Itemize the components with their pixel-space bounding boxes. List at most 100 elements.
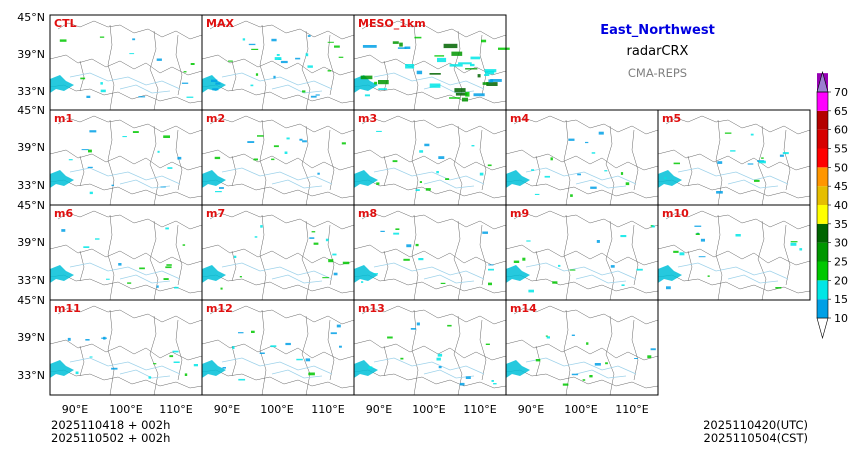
echo-cell xyxy=(148,376,152,379)
echo-cell xyxy=(307,65,313,68)
echo-cell xyxy=(160,186,166,188)
panel-label: m3 xyxy=(358,112,377,125)
panel-m10: m10 xyxy=(657,204,811,301)
echo-cell xyxy=(605,362,608,365)
echo-cell xyxy=(239,276,242,278)
echo-cell xyxy=(376,182,380,185)
echo-cell xyxy=(342,261,350,265)
echo-cell xyxy=(361,281,364,283)
echo-cell xyxy=(462,97,468,102)
echo-cell xyxy=(590,186,597,189)
echo-cell xyxy=(88,149,92,153)
echo-cell xyxy=(568,138,575,141)
y-tick-label-39-row2: 39°N xyxy=(17,141,45,154)
panel-m9: m9 xyxy=(505,204,659,301)
echo-cell xyxy=(165,227,169,230)
echo-cell xyxy=(544,175,550,178)
echo-cell xyxy=(436,171,439,174)
panel-label: m5 xyxy=(662,112,681,125)
echo-cell xyxy=(531,169,535,171)
colorbar-segment xyxy=(817,148,828,168)
colorbar-segment xyxy=(817,167,828,187)
echo-cell xyxy=(487,164,492,167)
echo-cell xyxy=(257,135,264,137)
echo-cell xyxy=(591,152,596,154)
echo-cell xyxy=(173,361,180,363)
y-tick-label-45-row2: 45°N xyxy=(17,104,45,117)
echo-cell xyxy=(481,39,487,43)
echo-cell xyxy=(419,181,422,183)
colorbar-segment xyxy=(817,110,828,130)
echo-cell xyxy=(425,188,431,191)
echo-cell xyxy=(586,342,589,345)
colorbar-segment xyxy=(817,205,828,224)
panel-m11: m11 xyxy=(49,299,203,396)
echo-cell xyxy=(378,80,389,85)
echo-cell xyxy=(219,187,224,189)
echo-cell xyxy=(248,43,256,46)
panel-meso-1km: MESO_1km xyxy=(353,14,510,111)
echo-cell xyxy=(582,379,586,381)
echo-cell xyxy=(132,38,136,41)
colorbar-tick-label: 60 xyxy=(834,124,848,137)
echo-cell xyxy=(416,322,420,326)
echo-cell xyxy=(451,51,463,56)
y-tick-label-45-row1: 45°N xyxy=(17,11,45,24)
colorbar-tick-label: 10 xyxy=(834,312,848,325)
echo-cell xyxy=(295,57,301,60)
panel-m1: m1 xyxy=(49,109,203,206)
echo-cell xyxy=(716,191,723,194)
y-tick-label-33-row1: 33°N xyxy=(17,85,45,98)
echo-cell xyxy=(280,60,288,64)
echo-cell xyxy=(695,233,700,235)
y-tick-label-33-row4: 33°N xyxy=(17,369,45,382)
echo-cell xyxy=(260,225,263,228)
echo-cell xyxy=(89,130,97,133)
echo-cell xyxy=(775,287,782,289)
echo-cell xyxy=(650,348,656,351)
echo-cell xyxy=(471,145,475,147)
echo-cell xyxy=(647,355,652,359)
echo-cell xyxy=(328,259,334,263)
echo-cell xyxy=(311,231,316,233)
echo-cell xyxy=(406,244,412,248)
y-tick-label-39-row4: 39°N xyxy=(17,331,45,344)
echo-cell xyxy=(545,335,548,337)
colorbar: 10 15 20 25 30 35 40 45 50 55 60 65 70 xyxy=(816,70,848,340)
echo-cell xyxy=(111,184,114,186)
panel-label: m2 xyxy=(206,112,225,125)
colorbar-tick-label: 70 xyxy=(834,86,848,99)
echo-cell xyxy=(484,74,490,76)
init-time-utc: 2025110418 + 002h xyxy=(51,418,171,432)
echo-cell xyxy=(89,191,93,195)
echo-cell xyxy=(111,367,118,370)
echo-cell xyxy=(172,350,179,353)
echo-cell xyxy=(67,337,71,341)
echo-cell xyxy=(416,70,423,75)
echo-cell xyxy=(403,258,410,261)
x-tick-label-100-col4: 100°E xyxy=(564,403,597,416)
echo-cell xyxy=(285,342,291,346)
echo-cell xyxy=(308,372,315,376)
echo-cell xyxy=(273,145,279,148)
echo-cell xyxy=(493,383,497,385)
echo-cell xyxy=(122,136,127,138)
colorbar-tick-label: 15 xyxy=(834,293,848,306)
echo-cell xyxy=(247,141,255,143)
panel-label: MESO_1km xyxy=(358,17,426,30)
echo-cell xyxy=(698,256,706,258)
y-tick-label-45-row3: 45°N xyxy=(17,199,45,212)
echo-cell xyxy=(569,269,576,271)
echo-cell xyxy=(589,375,593,378)
echo-cell xyxy=(251,330,255,333)
echo-cell xyxy=(673,162,680,165)
echo-cell xyxy=(325,238,329,242)
echo-cell xyxy=(393,232,400,235)
echo-cell xyxy=(392,160,398,163)
echo-cell xyxy=(485,343,490,345)
valid-time-utc: 2025110420(UTC) xyxy=(703,418,808,432)
echo-cell xyxy=(302,90,306,93)
echo-cell xyxy=(215,82,221,85)
echo-cell xyxy=(488,264,494,266)
echo-cell xyxy=(436,357,441,361)
